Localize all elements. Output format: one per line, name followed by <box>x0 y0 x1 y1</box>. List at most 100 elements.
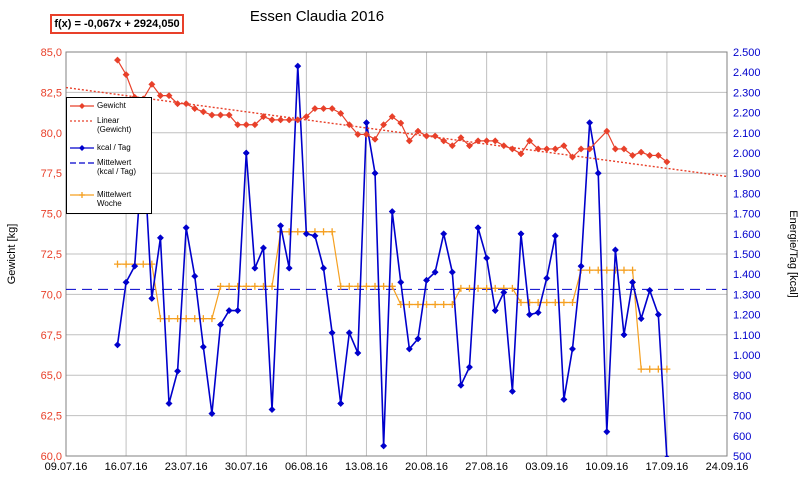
data-point <box>397 278 405 286</box>
data-point <box>139 260 147 268</box>
data-point <box>156 234 164 242</box>
legend-item-kcal: kcal / Tag <box>69 143 131 153</box>
data-point <box>637 148 645 156</box>
data-point <box>654 311 662 319</box>
series-line <box>116 66 668 457</box>
data-point <box>448 142 456 150</box>
data-point <box>414 335 422 343</box>
data-point <box>285 264 293 272</box>
data-point <box>148 294 156 302</box>
data-point <box>465 363 474 371</box>
data-point <box>294 62 302 70</box>
data-point <box>543 274 551 282</box>
data-point <box>277 116 285 124</box>
data-point <box>517 150 525 158</box>
data-point <box>388 208 396 216</box>
x-tick-label: 06.08.16 <box>285 461 328 473</box>
data-point <box>654 365 662 373</box>
legend-symbol-woche <box>69 190 95 200</box>
legend-swatch <box>70 103 94 109</box>
y-left-tick-label: 85,0 <box>41 47 62 59</box>
data-point <box>629 278 637 286</box>
data-point <box>371 169 379 177</box>
y-left-tick-label: 62,5 <box>41 411 62 423</box>
data-point <box>234 282 242 290</box>
data-point <box>526 298 534 306</box>
data-point <box>320 228 328 236</box>
data-point <box>663 365 671 373</box>
data-point <box>234 307 242 315</box>
data-point <box>268 282 276 290</box>
data-point <box>440 230 448 238</box>
data-point <box>225 111 233 119</box>
data-point <box>508 387 516 395</box>
legend-label-linear: Linear (Gewicht) <box>97 116 132 134</box>
y-right-tick-label: 1.200 <box>733 310 761 322</box>
data-point <box>577 262 585 270</box>
data-point <box>216 321 225 329</box>
data-point <box>242 282 250 290</box>
y-left-tick-label: 80,0 <box>41 128 62 140</box>
data-point <box>371 282 379 290</box>
data-point <box>380 282 388 290</box>
data-point <box>620 331 628 339</box>
legend-symbol-linear <box>69 116 95 126</box>
trendline-equation: f(x) = -0,067x + 2924,050 <box>50 14 184 34</box>
data-point <box>431 268 439 276</box>
data-point <box>337 109 345 117</box>
data-point <box>603 266 611 274</box>
x-tick-label: 30.07.16 <box>225 461 268 473</box>
data-point <box>165 92 173 100</box>
legend-item-woche: Mittelwert Woche <box>69 190 143 208</box>
chart-title: Essen Claudia 2016 <box>250 8 384 25</box>
series-line <box>117 231 667 370</box>
data-point <box>328 228 336 236</box>
data-point <box>517 298 525 306</box>
data-point <box>526 311 534 319</box>
data-point <box>268 116 276 124</box>
y-left-axis-label: Gewicht [kg] <box>6 224 18 285</box>
legend-marker <box>79 145 85 151</box>
legend-label-woche: Mittelwert Woche <box>97 190 132 208</box>
data-point <box>491 137 499 145</box>
legend-swatch <box>70 120 94 122</box>
data-point <box>328 105 336 113</box>
data-point <box>165 315 173 323</box>
legend-marker <box>79 103 85 109</box>
chart-legend: Gewicht Linear (Gewicht) kcal / Tag Mitt… <box>66 97 152 214</box>
y-left-tick-label: 75,0 <box>41 209 62 221</box>
data-point <box>457 134 465 142</box>
y-right-tick-label: 1.000 <box>733 350 761 362</box>
y-right-tick-label: 2.500 <box>733 47 761 59</box>
data-point <box>405 137 413 145</box>
data-point <box>629 151 637 159</box>
data-point <box>311 232 319 240</box>
y-left-tick-label: 67,5 <box>41 330 62 342</box>
data-point <box>620 266 628 274</box>
data-point <box>174 367 182 375</box>
legend-swatch <box>70 145 94 151</box>
y-left-tick-label: 60,0 <box>41 451 62 463</box>
series-line <box>116 59 668 163</box>
y-left-tick-label: 65,0 <box>41 370 62 382</box>
data-point <box>259 113 267 121</box>
data-point <box>465 142 474 150</box>
data-point <box>603 127 611 135</box>
data-point <box>664 454 670 457</box>
data-point <box>251 121 259 129</box>
data-point <box>603 428 611 436</box>
data-point <box>551 298 559 306</box>
legend-item-linear: Linear (Gewicht) <box>69 116 147 134</box>
legend-symbol-kcal <box>69 143 95 153</box>
data-point <box>114 260 122 268</box>
y-right-tick-label: 2.100 <box>733 128 761 140</box>
x-tick-label: 10.09.16 <box>585 461 628 473</box>
data-point <box>251 282 259 290</box>
data-point <box>500 142 508 150</box>
data-point <box>122 278 130 286</box>
data-point <box>526 137 534 145</box>
data-point <box>156 92 164 100</box>
data-point <box>551 145 559 153</box>
y-right-tick-label: 1.400 <box>733 269 761 281</box>
